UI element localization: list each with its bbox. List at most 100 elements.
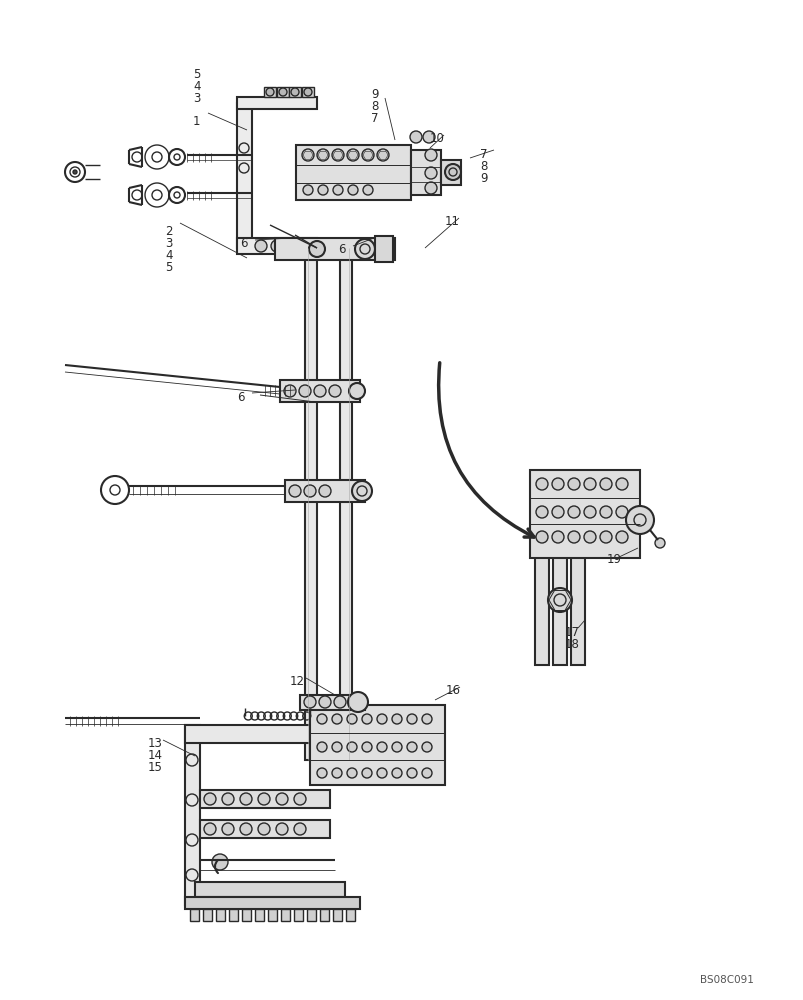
Bar bbox=[552, 555, 566, 665]
Text: 6: 6 bbox=[237, 391, 244, 404]
Circle shape bbox=[615, 478, 627, 490]
Circle shape bbox=[422, 714, 431, 724]
Bar bbox=[296, 145, 410, 200]
Circle shape bbox=[255, 240, 267, 252]
Circle shape bbox=[349, 383, 365, 399]
Bar bbox=[284, 480, 365, 502]
Circle shape bbox=[304, 696, 316, 708]
Text: 9: 9 bbox=[370, 88, 378, 101]
Text: 8: 8 bbox=[479, 160, 487, 173]
Text: 3: 3 bbox=[193, 92, 200, 105]
Bar bbox=[441, 160, 460, 185]
Text: BS08C091: BS08C091 bbox=[699, 975, 753, 985]
Circle shape bbox=[626, 506, 653, 534]
Circle shape bbox=[355, 239, 374, 259]
Circle shape bbox=[392, 742, 402, 752]
Text: 12: 12 bbox=[290, 675, 304, 688]
Text: 16: 16 bbox=[446, 684, 460, 697]
Circle shape bbox=[204, 793, 216, 805]
Circle shape bbox=[583, 506, 595, 518]
Bar bbox=[237, 103, 251, 248]
Circle shape bbox=[422, 131, 434, 143]
Bar bbox=[275, 238, 394, 260]
Circle shape bbox=[258, 793, 270, 805]
Circle shape bbox=[567, 478, 579, 490]
Circle shape bbox=[352, 481, 372, 501]
Circle shape bbox=[392, 714, 402, 724]
Circle shape bbox=[567, 506, 579, 518]
Circle shape bbox=[347, 742, 357, 752]
Circle shape bbox=[316, 714, 327, 724]
Text: 6: 6 bbox=[240, 237, 247, 250]
Bar bbox=[281, 909, 290, 921]
Circle shape bbox=[294, 793, 306, 805]
Bar bbox=[307, 909, 316, 921]
Circle shape bbox=[583, 531, 595, 543]
Bar bbox=[294, 909, 303, 921]
Text: 13: 13 bbox=[148, 737, 163, 750]
Circle shape bbox=[316, 768, 327, 778]
Circle shape bbox=[304, 88, 312, 96]
Circle shape bbox=[288, 485, 300, 497]
Circle shape bbox=[654, 538, 664, 548]
Bar bbox=[202, 909, 212, 921]
Circle shape bbox=[422, 768, 431, 778]
Text: 3: 3 bbox=[165, 237, 172, 250]
Bar bbox=[340, 248, 352, 760]
Circle shape bbox=[377, 742, 386, 752]
Bar bbox=[190, 909, 199, 921]
Circle shape bbox=[299, 385, 311, 397]
Circle shape bbox=[377, 768, 386, 778]
Bar bbox=[374, 236, 393, 262]
Circle shape bbox=[599, 531, 611, 543]
Circle shape bbox=[291, 88, 299, 96]
Circle shape bbox=[332, 185, 343, 195]
Bar bbox=[255, 909, 263, 921]
Circle shape bbox=[303, 185, 312, 195]
Bar bbox=[345, 909, 355, 921]
Circle shape bbox=[425, 149, 437, 161]
Circle shape bbox=[583, 478, 595, 490]
Text: 4: 4 bbox=[165, 249, 173, 262]
Circle shape bbox=[377, 714, 386, 724]
Text: 10: 10 bbox=[430, 132, 444, 145]
Bar bbox=[529, 470, 639, 558]
Text: 18: 18 bbox=[565, 638, 579, 651]
Circle shape bbox=[347, 714, 357, 724]
Circle shape bbox=[240, 823, 251, 835]
Circle shape bbox=[348, 692, 368, 712]
Circle shape bbox=[283, 385, 296, 397]
Bar bbox=[332, 909, 341, 921]
Text: 19: 19 bbox=[606, 553, 622, 566]
Circle shape bbox=[552, 506, 563, 518]
Text: 1: 1 bbox=[193, 115, 200, 128]
Bar bbox=[529, 542, 624, 550]
Bar bbox=[288, 87, 300, 97]
Text: 17: 17 bbox=[565, 626, 579, 639]
Circle shape bbox=[332, 149, 344, 161]
Circle shape bbox=[240, 793, 251, 805]
Circle shape bbox=[425, 182, 437, 194]
Circle shape bbox=[406, 742, 417, 752]
Circle shape bbox=[302, 149, 314, 161]
Circle shape bbox=[294, 823, 306, 835]
Text: 7: 7 bbox=[370, 112, 378, 125]
Circle shape bbox=[275, 823, 287, 835]
Bar bbox=[529, 512, 624, 520]
Circle shape bbox=[271, 240, 283, 252]
Circle shape bbox=[328, 385, 340, 397]
Text: 11: 11 bbox=[444, 215, 459, 228]
Circle shape bbox=[599, 478, 611, 490]
Circle shape bbox=[316, 149, 328, 161]
Bar bbox=[529, 527, 624, 535]
Circle shape bbox=[410, 131, 422, 143]
Bar bbox=[200, 820, 329, 838]
Bar bbox=[320, 909, 328, 921]
Circle shape bbox=[287, 240, 299, 252]
Circle shape bbox=[392, 768, 402, 778]
Bar bbox=[279, 380, 360, 402]
Circle shape bbox=[615, 531, 627, 543]
Circle shape bbox=[73, 170, 77, 174]
Circle shape bbox=[406, 714, 417, 724]
Circle shape bbox=[316, 742, 327, 752]
